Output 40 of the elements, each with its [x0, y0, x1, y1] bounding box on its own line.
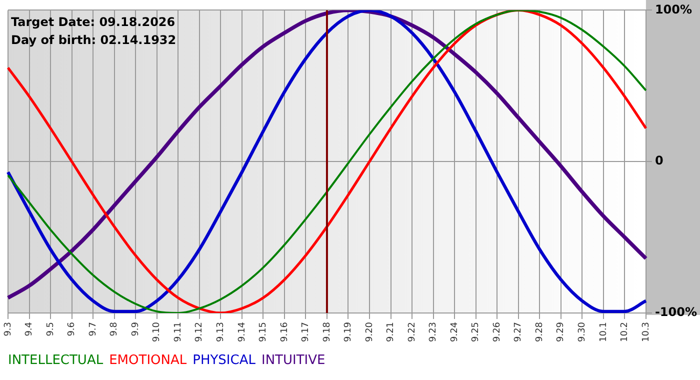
x-tick-label: 9.19: [344, 322, 354, 342]
x-tick-label: 9.5: [46, 322, 56, 336]
x-tick-label: 10.2: [620, 322, 630, 342]
x-tick-label: 9.15: [258, 322, 269, 342]
text: INTUITIVE: [261, 353, 326, 368]
y-tick-label: 0: [654, 154, 664, 168]
x-tick-label: 10.3: [641, 322, 652, 342]
x-tick-label: 9.18: [322, 322, 332, 342]
x-tick-label: 9.10: [152, 322, 162, 342]
x-tick-label: 10.1: [598, 322, 609, 342]
annotation: Day of birth: 02.14.1932: [11, 33, 176, 48]
x-tick-label: 9.29: [556, 322, 566, 342]
text: EMOTIONAL: [109, 353, 187, 368]
x-tick-label: 9.25: [471, 322, 482, 342]
text: PHYSICAL: [192, 353, 256, 368]
x-tick-label: 9.11: [173, 322, 184, 342]
y-tick-label: -100%: [654, 305, 698, 320]
x-tick-label: 9.8: [110, 322, 120, 336]
x-tick-label: 9.9: [130, 322, 141, 336]
x-tick-label: 9.13: [216, 322, 226, 342]
x-tick-label: 9.28: [534, 322, 545, 342]
x-tick-label: 9.16: [280, 322, 290, 342]
x-tick-label: 9.3: [3, 322, 14, 336]
x-tick-label: 9.20: [364, 322, 375, 342]
x-tick-label: 9.4: [24, 322, 35, 336]
x-tick-label: 9.7: [88, 322, 98, 336]
annotation: Target Date: 09.18.2026: [11, 15, 176, 30]
x-tick-label: 9.6: [67, 322, 78, 336]
x-tick-label: 9.24: [450, 322, 460, 342]
text: INTELLECTUAL: [8, 353, 104, 368]
x-tick-label: 9.14: [237, 322, 248, 342]
x-tick-label: 9.17: [301, 322, 312, 342]
x-tick-label: 9.27: [514, 322, 524, 342]
x-tick-label: 9.30: [577, 322, 588, 342]
x-tick-label: 9.23: [428, 322, 439, 342]
x-tick-label: 9.12: [194, 322, 205, 342]
y-tick-label: 100%: [654, 2, 692, 16]
x-tick-label: 9.21: [386, 322, 396, 342]
x-tick-label: 9.26: [492, 322, 502, 342]
x-tick-label: 9.22: [407, 322, 418, 342]
